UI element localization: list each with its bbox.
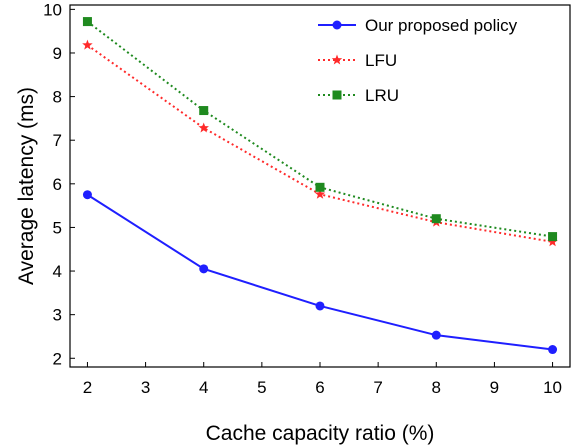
data-point xyxy=(199,106,209,116)
x-tick-label: 5 xyxy=(257,378,266,397)
data-point xyxy=(82,190,92,200)
legend-item: Our proposed policy xyxy=(318,16,518,35)
legend-marker xyxy=(331,54,343,65)
data-point xyxy=(547,236,558,247)
data-point xyxy=(431,214,441,224)
data-point xyxy=(314,188,326,199)
data-point xyxy=(315,301,325,311)
data-point xyxy=(82,17,92,27)
legend: Our proposed policy LFU LRU xyxy=(318,16,518,105)
legend-marker xyxy=(332,90,342,100)
x-tick-label: 7 xyxy=(373,378,382,397)
x-tick-label: 8 xyxy=(432,378,441,397)
y-tick-label: 4 xyxy=(53,262,62,281)
y-tick-label: 10 xyxy=(43,0,62,19)
legend-label: LFU xyxy=(365,51,397,70)
legend-label: LRU xyxy=(365,86,399,105)
x-tick-label: 9 xyxy=(490,378,499,397)
data-point xyxy=(431,330,441,340)
data-point xyxy=(315,182,325,192)
x-axis-title: Cache capacity ratio (%) xyxy=(206,422,435,445)
legend-marker xyxy=(332,20,342,30)
y-tick-label: 3 xyxy=(53,306,62,325)
x-tick-label: 2 xyxy=(83,378,92,397)
series-0 xyxy=(82,190,558,355)
data-point xyxy=(199,264,209,274)
x-axis: 2 3 4 5 6 7 8 9 10 xyxy=(83,362,562,397)
data-point xyxy=(548,232,558,242)
data-point xyxy=(198,122,209,133)
data-point xyxy=(548,345,558,355)
y-tick-label: 6 xyxy=(53,175,62,194)
legend-label: Our proposed policy xyxy=(365,16,518,35)
x-tick-label: 3 xyxy=(141,378,150,397)
legend-item: LRU xyxy=(318,86,399,105)
series-2 xyxy=(82,17,558,242)
y-tick-label: 5 xyxy=(53,218,62,237)
x-tick-label: 6 xyxy=(315,378,324,397)
legend-item: LFU xyxy=(318,51,397,70)
data-point xyxy=(82,39,93,50)
x-tick-label: 4 xyxy=(199,378,208,397)
y-tick-label: 2 xyxy=(53,349,62,368)
y-axis: 2 3 4 5 6 7 8 9 10 xyxy=(43,0,75,368)
x-tick-label: 10 xyxy=(543,378,562,397)
series-layer xyxy=(82,17,558,355)
y-tick-label: 9 xyxy=(53,44,62,63)
y-axis-title: Average latency (ms) xyxy=(15,87,38,285)
y-tick-label: 8 xyxy=(53,88,62,107)
y-tick-label: 7 xyxy=(53,131,62,150)
